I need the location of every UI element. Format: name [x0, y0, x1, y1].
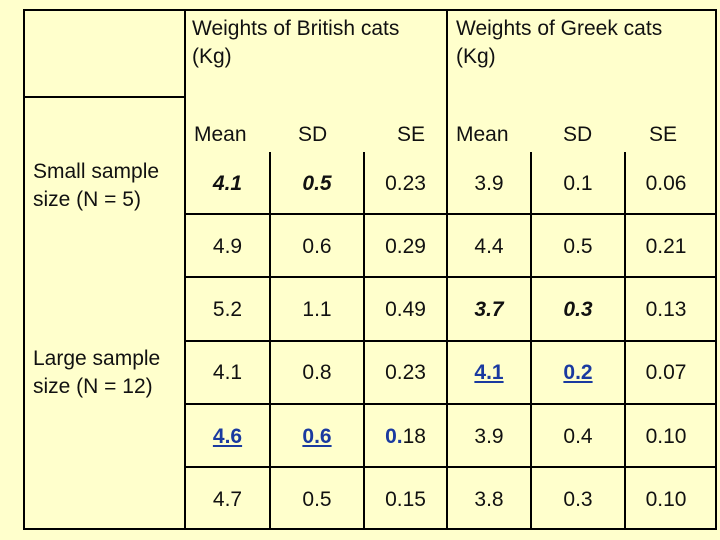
- cell-r6-mean-greek: 3.8: [474, 488, 504, 511]
- cell-r6-se-british: 0.15: [385, 488, 426, 511]
- cell-r1-se-greek: 0.06: [645, 172, 687, 195]
- data-table: [23, 9, 717, 530]
- cell-r3-sd-greek: 0.3: [563, 298, 593, 321]
- cell-r5-mean-british: 4.6: [186, 425, 269, 449]
- cell-r3-mean-greek: 3.7: [474, 298, 504, 321]
- cell-r1-se-british: 0.23: [385, 172, 426, 195]
- cell-r4-se-greek: 0.07: [645, 361, 687, 384]
- divider-row4: [184, 403, 717, 405]
- divider-row3: [184, 340, 717, 342]
- cell-r4-se-british: 0.23: [385, 361, 426, 384]
- cell-r3-se-british: 0.49: [385, 298, 426, 321]
- cell-r4-mean-greek: 4.1: [448, 361, 530, 385]
- highlight-value: 4.6: [212, 425, 243, 448]
- cell-r5-se-greek: 0.10: [645, 425, 687, 448]
- value-suffix: 18: [402, 425, 426, 448]
- cell-r2-sd-british: 0.6: [302, 235, 332, 258]
- highlight-value: 0.2: [563, 361, 593, 384]
- cell-r5-sd-british: 0.6: [271, 425, 363, 449]
- highlight-prefix: 0.: [385, 425, 403, 448]
- cell-r6-sd-greek: 0.3: [563, 488, 593, 511]
- greek-header-line2: (Kg): [456, 45, 496, 68]
- british-header-line1: Weights of British cats: [192, 17, 400, 40]
- divider-row2: [184, 276, 717, 278]
- cell-r2-se-british: 0.29: [385, 235, 426, 258]
- cell-r3-mean-british: 5.2: [212, 298, 243, 321]
- col-header-mean-british: Mean: [194, 123, 247, 146]
- large-sample-label-line1: Large sample: [33, 347, 161, 370]
- cell-r1-sd-greek: 0.1: [563, 172, 593, 195]
- col-header-se-british: SE: [397, 123, 426, 146]
- highlight-value: 4.1: [474, 361, 504, 384]
- cell-r5-se-british: 0.18: [365, 425, 446, 449]
- large-sample-label-line2: size (N = 12): [33, 375, 153, 398]
- small-sample-label-line2: size (N = 5): [33, 188, 141, 211]
- divider-label-col: [184, 9, 186, 530]
- cell-r4-sd-greek: 0.2: [532, 361, 624, 385]
- divider-row5: [184, 466, 717, 468]
- cell-r6-mean-british: 4.7: [212, 488, 243, 511]
- cell-r4-mean-british: 4.1: [212, 361, 243, 384]
- cell-r5-sd-greek: 0.4: [563, 425, 593, 448]
- cell-r5-mean-greek: 3.9: [474, 425, 504, 448]
- cell-r4-sd-british: 0.8: [302, 361, 332, 384]
- col-header-sd-greek: SD: [563, 123, 593, 146]
- col-header-sd-british: SD: [298, 123, 328, 146]
- greek-header-line1: Weights of Greek cats: [456, 17, 663, 40]
- divider-row1: [184, 213, 717, 215]
- cell-r3-se-greek: 0.13: [645, 298, 687, 321]
- cell-r1-sd-british: 0.5: [302, 172, 332, 195]
- col-header-se-greek: SE: [649, 123, 678, 146]
- cell-r2-mean-british: 4.9: [212, 235, 243, 258]
- col-header-mean-greek: Mean: [456, 123, 509, 146]
- cell-r6-se-greek: 0.10: [645, 488, 687, 511]
- british-header-line2: (Kg): [192, 45, 232, 68]
- highlight-value: 0.6: [302, 425, 332, 448]
- divider-top-label: [23, 96, 184, 98]
- small-sample-label-line1: Small sample: [33, 160, 160, 183]
- cell-r6-sd-british: 0.5: [302, 488, 332, 511]
- cell-r1-mean-british: 4.1: [212, 172, 243, 195]
- cell-r2-sd-greek: 0.5: [563, 235, 593, 258]
- cell-r2-mean-greek: 4.4: [474, 235, 504, 258]
- cell-r3-sd-british: 1.1: [302, 298, 332, 321]
- divider-groups: [446, 9, 448, 530]
- cell-r2-se-greek: 0.21: [645, 235, 687, 258]
- cell-r1-mean-greek: 3.9: [474, 172, 504, 195]
